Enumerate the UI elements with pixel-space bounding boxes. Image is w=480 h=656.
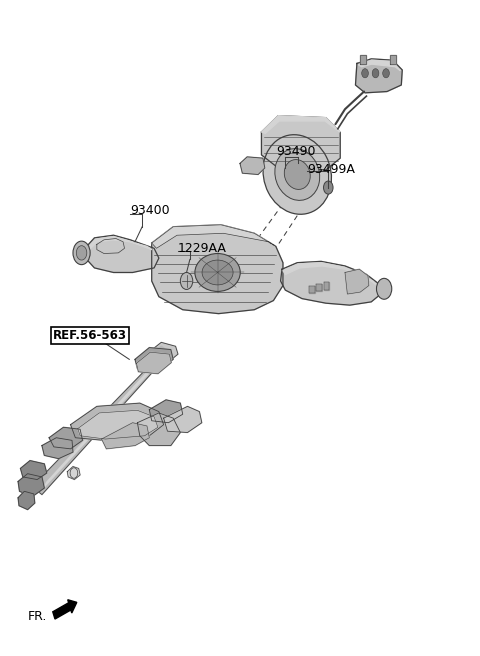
Polygon shape [42, 438, 73, 459]
Ellipse shape [275, 149, 320, 200]
Polygon shape [152, 225, 283, 314]
Polygon shape [359, 60, 400, 71]
Ellipse shape [195, 253, 240, 291]
Polygon shape [360, 55, 366, 64]
Polygon shape [136, 352, 171, 374]
Polygon shape [67, 466, 80, 480]
Text: 93490: 93490 [276, 145, 315, 158]
Circle shape [362, 69, 368, 78]
Polygon shape [390, 55, 396, 64]
Text: 93499A: 93499A [307, 163, 355, 176]
Polygon shape [345, 269, 369, 294]
Circle shape [383, 69, 389, 78]
Text: 93400: 93400 [130, 204, 170, 217]
Polygon shape [21, 461, 47, 480]
Ellipse shape [284, 159, 310, 190]
Polygon shape [85, 236, 159, 272]
Polygon shape [324, 282, 329, 290]
Polygon shape [102, 422, 149, 449]
Circle shape [324, 181, 333, 194]
Text: FR.: FR. [28, 610, 47, 623]
Polygon shape [144, 351, 166, 369]
Polygon shape [44, 367, 152, 487]
Polygon shape [164, 406, 202, 432]
Polygon shape [283, 262, 375, 284]
Polygon shape [49, 427, 83, 449]
Polygon shape [140, 342, 178, 369]
Polygon shape [281, 261, 381, 305]
Polygon shape [262, 115, 340, 133]
Polygon shape [34, 351, 166, 495]
Polygon shape [71, 403, 164, 440]
Ellipse shape [263, 134, 332, 215]
Polygon shape [86, 237, 152, 251]
Polygon shape [78, 410, 158, 439]
Circle shape [73, 241, 90, 264]
Polygon shape [240, 157, 265, 174]
Polygon shape [135, 348, 173, 371]
Polygon shape [309, 285, 315, 293]
Polygon shape [149, 400, 183, 422]
Polygon shape [316, 283, 322, 291]
Circle shape [180, 272, 193, 289]
Text: REF.56-563: REF.56-563 [53, 329, 127, 342]
Ellipse shape [202, 260, 233, 285]
Polygon shape [140, 346, 166, 373]
Polygon shape [137, 413, 180, 445]
Polygon shape [18, 491, 35, 510]
FancyArrow shape [53, 600, 77, 619]
Circle shape [376, 278, 392, 299]
Polygon shape [356, 59, 402, 93]
Text: 1229AA: 1229AA [178, 242, 227, 255]
Polygon shape [262, 115, 340, 170]
Polygon shape [18, 474, 44, 497]
Circle shape [76, 246, 87, 260]
Circle shape [372, 69, 379, 78]
Polygon shape [152, 225, 276, 249]
